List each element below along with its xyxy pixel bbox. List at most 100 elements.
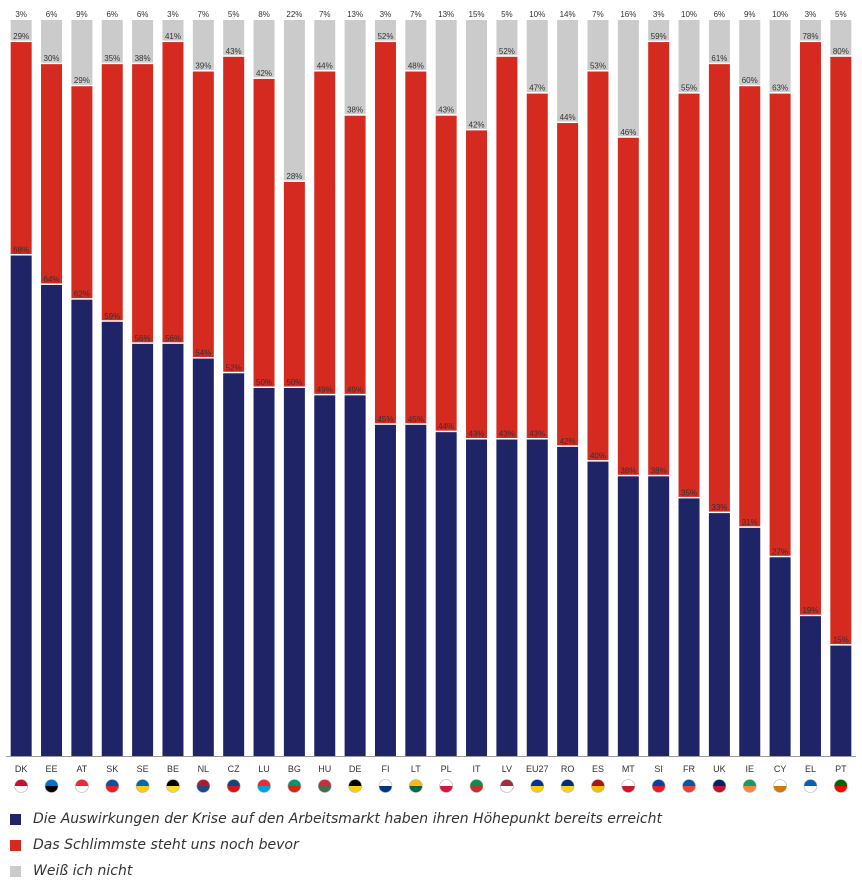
flag-fr-icon — [682, 779, 696, 793]
legend-swatch-grey — [10, 865, 21, 877]
value-label-eu27-series-1: 43% — [529, 430, 545, 439]
bar-fi-series-3 — [374, 20, 396, 41]
bar-ee-series-2 — [41, 64, 63, 284]
flag-bottom-ee — [45, 786, 59, 793]
value-label-ie-series-3: 9% — [744, 10, 756, 19]
value-label-eu27-series-2: 47% — [529, 84, 545, 93]
tick-label-es: ES — [592, 764, 604, 774]
flag-border-pl — [439, 779, 453, 793]
flag-bottom-be — [166, 786, 180, 793]
bar-nl-series-1 — [192, 358, 214, 756]
flag-border-lu — [257, 779, 271, 793]
flag-top-mt — [621, 779, 635, 786]
flag-border-fr — [682, 779, 696, 793]
tick-label-lt: LT — [411, 764, 421, 774]
flag-ro-icon — [561, 779, 575, 793]
flag-border-dk — [14, 779, 28, 793]
value-label-pt-series-2: 80% — [833, 47, 849, 56]
bar-cz-series-2 — [223, 56, 245, 372]
value-label-nl-series-1: 54% — [195, 349, 211, 358]
tick-label-dk: DK — [15, 764, 28, 774]
flag-border-fi — [378, 779, 393, 793]
value-label-mt-series-1: 38% — [620, 466, 636, 475]
flag-top-el — [803, 779, 817, 786]
bar-mt-series-3 — [617, 20, 639, 137]
value-label-es-series-3: 7% — [592, 10, 604, 19]
bar-hu-series-3 — [314, 20, 336, 71]
flag-top-it — [470, 779, 484, 786]
bar-si-series-1 — [648, 476, 670, 756]
flag-border-se — [135, 779, 150, 793]
flag-bg-icon — [287, 779, 301, 793]
value-label-ee-series-1: 64% — [44, 275, 60, 284]
value-label-fi-series-1: 45% — [377, 415, 393, 424]
flag-cy-icon — [773, 779, 787, 793]
bar-es-series-2 — [587, 71, 609, 461]
value-label-sk-series-1: 59% — [104, 312, 120, 321]
bar-el-series-1 — [799, 616, 821, 756]
value-label-lu-series-3: 8% — [258, 10, 270, 19]
bar-eu27-series-1 — [526, 439, 548, 756]
flag-border-hu — [317, 779, 332, 793]
tick-label-el: EL — [805, 764, 816, 774]
bar-mt-series-1 — [617, 476, 639, 756]
value-label-de-series-2: 38% — [347, 106, 363, 115]
flag-border-uk — [712, 779, 727, 793]
value-label-mt-series-2: 46% — [620, 128, 636, 137]
value-label-uk-series-2: 61% — [711, 54, 727, 63]
flag-dk-icon — [14, 779, 28, 793]
value-label-nl-series-2: 39% — [195, 62, 211, 71]
flag-lv-icon — [500, 779, 514, 793]
bar-cz-series-1 — [223, 373, 245, 756]
value-label-cy-series-1: 27% — [772, 547, 788, 556]
flag-ie-icon — [743, 779, 757, 793]
bar-fr-series-3 — [678, 20, 700, 93]
value-label-si-series-3: 3% — [653, 10, 665, 19]
tick-label-se: SE — [137, 764, 149, 774]
bar-eu27-series-2 — [526, 93, 548, 439]
tick-label-lu: LU — [258, 764, 270, 774]
flag-border-el — [803, 779, 818, 793]
flag-bottom-mt — [621, 786, 635, 793]
flag-bottom-cz — [227, 786, 241, 793]
bar-pt-series-3 — [830, 20, 852, 56]
flag-top-lt — [409, 779, 423, 786]
value-label-uk-series-1: 33% — [711, 503, 727, 512]
value-label-pt-series-1: 15% — [833, 636, 849, 645]
flag-top-dk — [14, 779, 28, 786]
value-label-cz-series-1: 52% — [226, 363, 242, 372]
flag-top-eu27 — [530, 779, 544, 786]
value-label-cy-series-2: 63% — [772, 84, 788, 93]
bar-el-series-2 — [799, 42, 821, 615]
bar-lt-series-2 — [405, 71, 427, 424]
value-label-cz-series-3: 5% — [228, 10, 240, 19]
flag-border-lv — [500, 779, 514, 793]
value-label-ie-series-1: 31% — [742, 518, 758, 527]
legend-item-dont-know: Weiß ich nicht — [10, 858, 850, 884]
tick-label-fi: FI — [381, 764, 389, 774]
flag-bottom-el — [803, 786, 817, 793]
value-label-si-series-1: 38% — [651, 466, 667, 475]
value-label-hu-series-1: 49% — [317, 385, 333, 394]
flag-border-mt — [621, 779, 636, 793]
flag-top-pt — [834, 779, 848, 786]
bar-si-series-3 — [648, 20, 670, 41]
flag-top-cy — [773, 779, 787, 786]
flag-bottom-eu27 — [530, 786, 544, 793]
flag-border-cz — [226, 779, 241, 793]
flag-top-si — [652, 779, 666, 786]
flag-border-si — [651, 779, 666, 793]
bar-ie-series-3 — [739, 20, 761, 85]
bar-dk-series-2 — [10, 42, 32, 255]
value-label-at-series-3: 9% — [76, 10, 88, 19]
flag-it-icon — [470, 779, 484, 793]
flag-top-uk — [712, 779, 726, 786]
tick-label-nl: NL — [198, 764, 210, 774]
value-label-dk-series-2: 29% — [13, 32, 29, 41]
tick-label-bg: BG — [288, 764, 301, 774]
bar-bg-series-1 — [283, 388, 305, 756]
value-label-cz-series-2: 43% — [226, 47, 242, 56]
flag-bottom-uk — [712, 786, 726, 793]
flag-bottom-si — [652, 786, 666, 793]
tick-label-pt: PT — [835, 764, 847, 774]
